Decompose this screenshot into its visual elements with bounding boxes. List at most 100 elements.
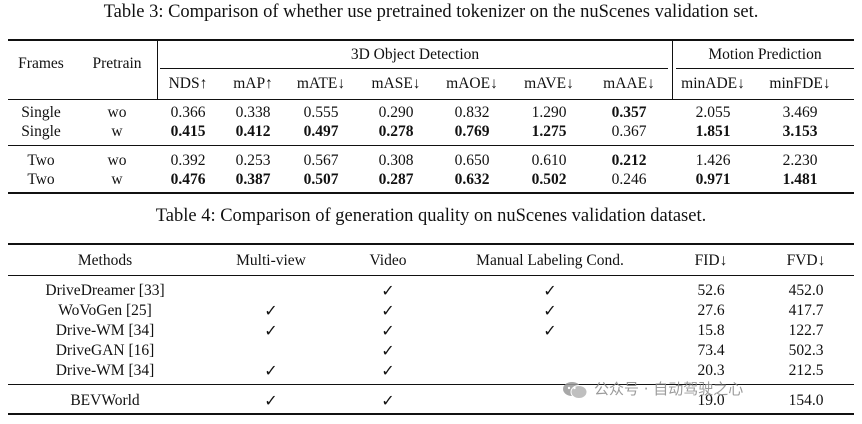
check-icon: ✓ [264,361,278,380]
row-frames: Two [27,152,55,169]
table3-mid-rule [8,99,854,100]
col-header-maoe: mAOE↓ [446,75,498,92]
table-cell: 3.153 [782,123,818,140]
check-icon: ✓ [381,391,395,410]
check-icon: ✓ [264,301,278,320]
row-fid: 19.0 [697,392,725,409]
table-cell: 0.497 [303,123,339,140]
row-frames: Two [27,171,55,188]
table-cell: 1.275 [531,123,567,140]
check-icon: ✓ [381,281,395,300]
check-icon: ✓ [543,281,557,300]
table-cell: 0.290 [378,104,414,121]
table-cell: 0.357 [611,104,647,121]
col-header-pretrain: Pretrain [92,55,142,72]
wechat-logo-icon [563,381,588,399]
row-frames: Single [21,104,61,121]
col-header-minade: minADE↓ [681,75,745,92]
row-fvd: 122.7 [788,322,824,339]
check-icon: ✓ [543,301,557,320]
group-header-detection: 3D Object Detection [350,46,480,63]
table-cell: 0.366 [170,104,206,121]
table-cell: 0.502 [531,171,567,188]
table-cell: 0.415 [170,123,206,140]
col-header-methods: Methods [77,252,133,269]
col-header-fid: FID↓ [694,252,728,269]
table-cell: 0.769 [454,123,490,140]
table-cell: 0.476 [170,171,206,188]
row-method: WoVoGen [25] [58,302,152,319]
table-cell: 0.392 [170,152,206,169]
table3-bottom-rule [8,192,854,194]
col-header-manual-labeling-cond: Manual Labeling Cond. [476,252,624,269]
table-cell: 1.851 [695,123,731,140]
col-header-mate: mATE↓ [296,75,346,92]
row-pretrain: wo [107,152,127,169]
row-fid: 73.4 [697,342,725,359]
table4-top-rule [8,243,854,245]
table-cell: 0.650 [454,152,490,169]
table4-group-rule [8,384,854,385]
divider-left [157,41,158,99]
col-header-fvd: FVD↓ [786,252,826,269]
check-icon: ✓ [381,301,395,320]
table-cell: 0.832 [454,104,490,121]
divider-motion [672,41,673,99]
check-icon: ✓ [381,341,395,360]
table-cell: 0.610 [531,152,567,169]
row-fvd: 212.5 [788,362,824,379]
table-cell: 0.567 [303,152,339,169]
col-header-nds: NDS↑ [168,75,208,92]
table-cell: 0.555 [303,104,339,121]
watermark-text: 公众号 · 自动驾驶之心 [594,380,744,398]
table-cell: 0.632 [454,171,490,188]
table-cell: 0.387 [235,171,271,188]
table3-group-rule [8,145,854,146]
table-cell: 2.055 [695,104,731,121]
table-cell: 0.212 [611,152,647,169]
table-cell: 1.481 [782,171,818,188]
row-method: BEVWorld [70,392,140,409]
table-cell: 0.246 [611,171,647,188]
table-cell: 1.290 [531,104,567,121]
col-header-video: Video [369,252,407,269]
table-cell: 0.367 [611,123,647,140]
row-fvd: 452.0 [788,282,824,299]
col-header-frames: Frames [18,55,64,72]
col-header-multi-view: Multi-view [236,252,306,269]
check-icon: ✓ [381,321,395,340]
row-fid: 27.6 [697,302,725,319]
table-cell: 0.338 [235,104,271,121]
table3-caption: Table 3: Comparison of whether use pretr… [103,2,759,22]
table-cell: 0.287 [378,171,414,188]
table3-top-rule [8,39,854,41]
row-method: DriveGAN [16] [55,342,155,359]
table-cell: 2.230 [782,152,818,169]
check-icon: ✓ [264,391,278,410]
col-header-minfde: minFDE↓ [769,75,831,92]
table4-mid-rule [8,275,854,276]
row-method: Drive-WM [34] [55,322,155,339]
group-detection-rule [160,68,668,69]
row-fvd: 502.3 [788,342,824,359]
row-pretrain: w [111,123,123,140]
row-fid: 52.6 [697,282,725,299]
group-motion-rule [676,68,854,69]
table-cell: 0.412 [235,123,271,140]
check-icon: ✓ [543,321,557,340]
table-cell: 0.308 [378,152,414,169]
table-cell: 3.469 [782,104,818,121]
group-header-motion: Motion Prediction [708,46,822,63]
check-icon: ✓ [264,321,278,340]
col-header-mave: mAVE↓ [524,75,574,92]
table4-caption: Table 4: Comparison of generation qualit… [155,206,707,226]
row-method: DriveDreamer [33] [45,282,165,299]
check-icon: ✓ [381,361,395,380]
row-pretrain: wo [107,104,127,121]
table4-bottom-rule [8,413,854,415]
row-frames: Single [21,123,61,140]
col-header-maae: mAAE↓ [603,75,655,92]
table-cell: 0.507 [303,171,339,188]
row-fid: 20.3 [697,362,725,379]
col-header-mase: mASE↓ [371,75,421,92]
